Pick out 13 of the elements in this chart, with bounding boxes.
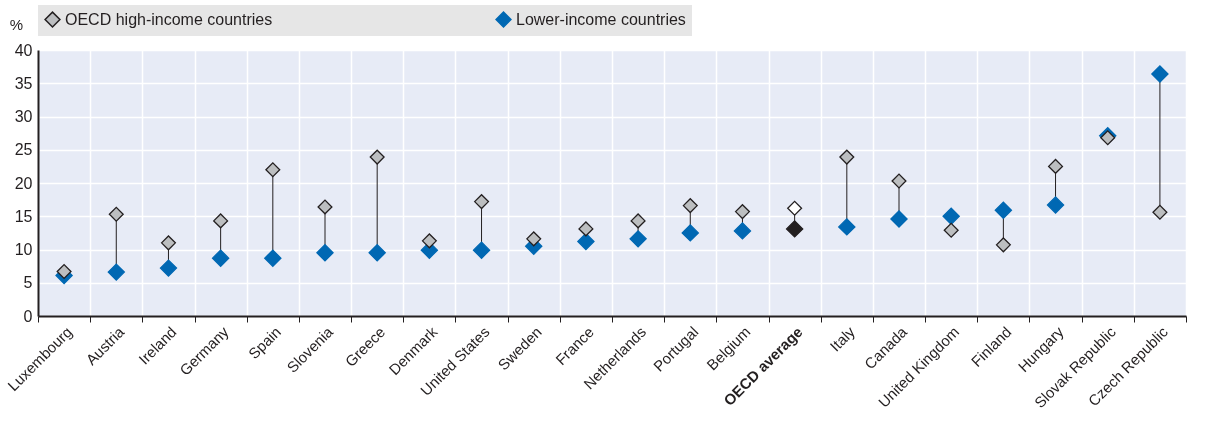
legend-label: OECD high-income countries	[65, 10, 273, 28]
y-tick-label: 10	[14, 241, 33, 258]
y-tick-label: 15	[14, 207, 33, 225]
y-tick-label: 30	[14, 108, 33, 125]
y-tick-label: 40	[14, 41, 33, 59]
y-tick-label: 5	[23, 274, 33, 292]
y-tick-label: 35	[14, 74, 33, 92]
x-tick-label: Italy	[826, 322, 859, 355]
y-tick-label: 0	[23, 307, 33, 325]
y-axis-title: %	[9, 15, 24, 33]
y-tick-label: 20	[14, 174, 33, 192]
y-tick-label: 25	[14, 141, 33, 159]
legend-label: Lower-income countries	[516, 10, 686, 28]
